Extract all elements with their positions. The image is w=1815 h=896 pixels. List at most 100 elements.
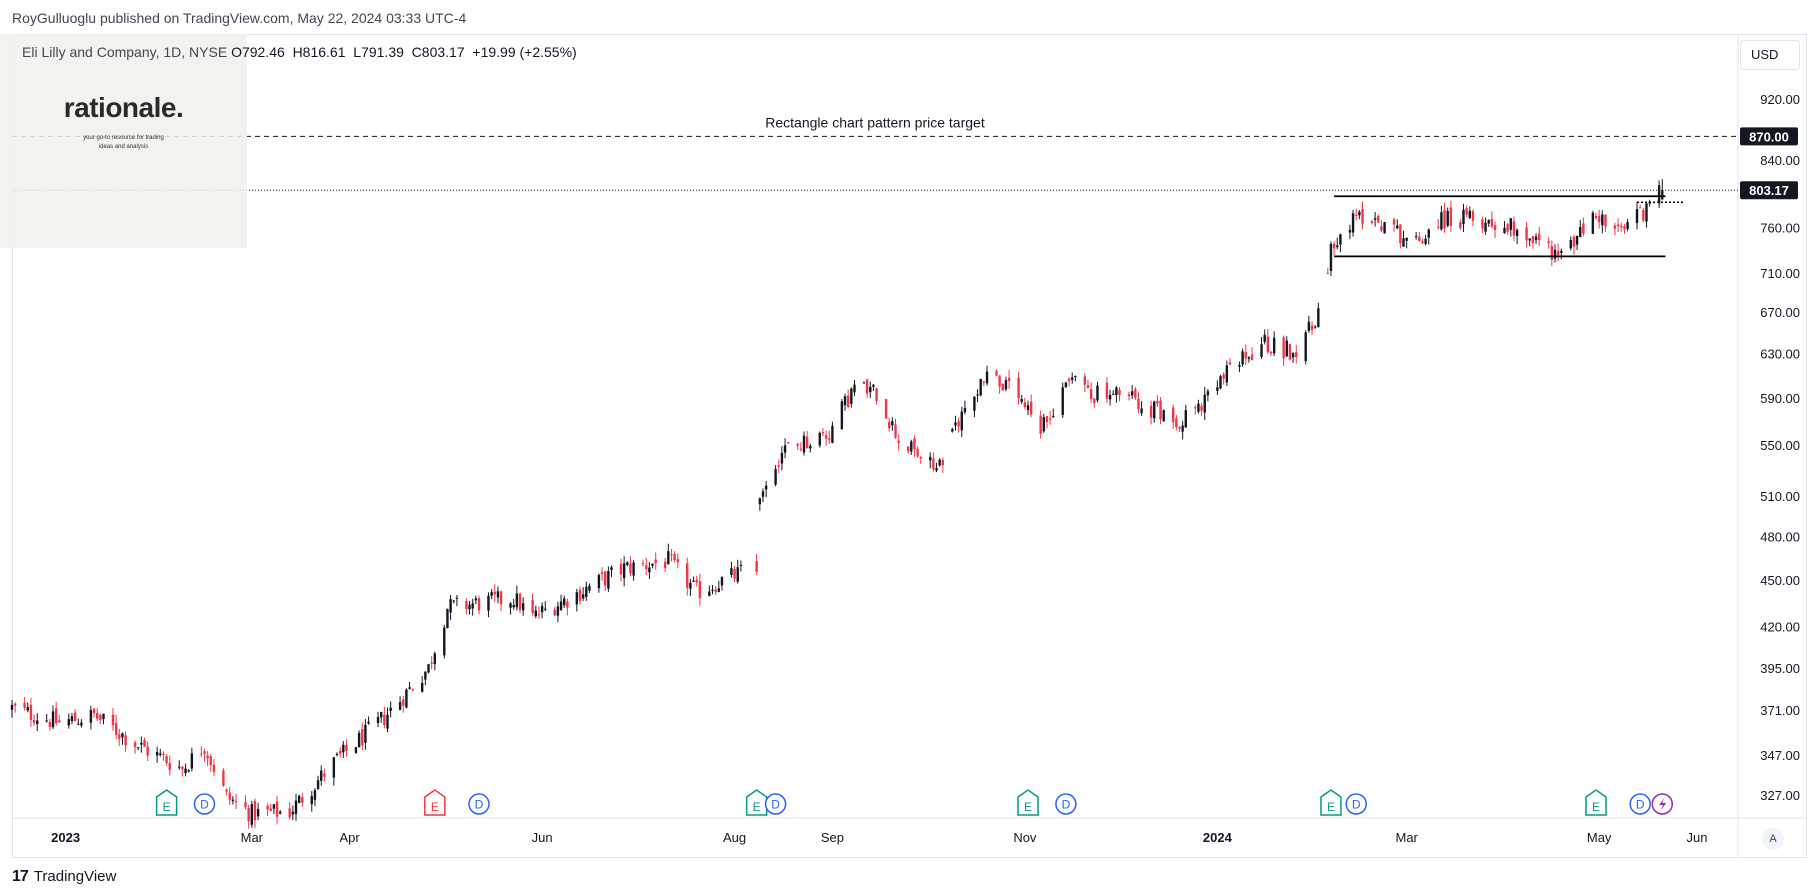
candle-body <box>168 762 171 770</box>
candle-body <box>1171 407 1175 422</box>
candle-body <box>588 585 591 591</box>
candle-body <box>301 797 304 803</box>
candle-body <box>1244 352 1247 359</box>
candle-body <box>566 601 569 608</box>
candle-body <box>1556 251 1560 256</box>
candle-body <box>929 456 932 461</box>
candle-body <box>427 664 430 673</box>
candle-body <box>1115 387 1118 396</box>
candle-body <box>884 399 888 419</box>
tradingview-footer[interactable]: 17 TradingView <box>12 868 116 886</box>
candle-body <box>1108 394 1112 400</box>
y-tick-label: 550.00 <box>1760 438 1800 453</box>
earnings-icon-label: E <box>1024 800 1032 814</box>
auto-scale-button[interactable]: A <box>1762 828 1784 850</box>
candle-body <box>676 559 679 563</box>
candle-body <box>1200 405 1203 411</box>
symbol-name: Eli Lilly and Company, 1D, NYSE <box>22 44 228 60</box>
candle-body <box>455 597 459 599</box>
split-icon-bolt <box>1659 798 1667 811</box>
candle-body <box>1443 210 1446 229</box>
candle-body <box>1440 212 1443 230</box>
candle-body <box>1023 402 1027 408</box>
earnings-icon <box>424 789 446 816</box>
candle-body <box>493 591 496 595</box>
y-tick-label: 371.00 <box>1760 703 1800 718</box>
candle-body <box>846 395 850 408</box>
candle-body <box>234 801 238 803</box>
candle-body <box>556 606 560 616</box>
dividend-icon <box>193 793 216 815</box>
candle-body <box>190 753 194 769</box>
candle-body <box>954 422 957 426</box>
candle-body <box>468 604 471 610</box>
candle-body <box>1437 226 1440 228</box>
candle-body <box>1288 344 1292 360</box>
candle-body <box>1424 238 1427 244</box>
candle-body <box>26 707 29 711</box>
candle-body <box>509 603 512 608</box>
candle-body <box>1184 410 1188 428</box>
candle-body <box>114 722 118 735</box>
candle-body <box>487 595 490 611</box>
dividend-icon <box>468 793 490 815</box>
candle-body <box>1512 221 1516 236</box>
candle-body <box>1313 326 1317 328</box>
candle-body <box>714 589 717 593</box>
candle-body <box>824 435 828 439</box>
candle-body <box>597 574 601 589</box>
candle-body <box>1332 243 1336 249</box>
candle-body <box>840 401 844 430</box>
candle-body <box>777 465 780 467</box>
candle-body <box>70 716 74 722</box>
candle-body <box>626 562 629 566</box>
candle-body <box>1241 351 1244 365</box>
y-tick-label: 450.00 <box>1760 573 1800 588</box>
candle-body <box>629 563 632 574</box>
candle-body <box>730 568 733 575</box>
x-tick-label: May <box>1587 830 1612 845</box>
candle-body <box>518 593 522 611</box>
candle-body <box>1228 362 1232 365</box>
candle-body <box>1017 377 1020 399</box>
candle-body <box>670 554 673 556</box>
candle-body <box>367 721 370 724</box>
currency-button[interactable]: USD <box>1740 40 1800 70</box>
candle-body <box>335 754 339 756</box>
y-tick-label: 590.00 <box>1760 391 1800 406</box>
x-tick-label: Jun <box>532 830 553 845</box>
earnings-icon <box>1585 789 1607 816</box>
candle-body <box>253 801 257 821</box>
candle-body <box>73 712 77 722</box>
candle-body <box>1597 216 1601 223</box>
candle-body <box>1219 376 1222 389</box>
candle-body <box>474 598 478 601</box>
candle-body <box>872 384 875 387</box>
candle-body <box>1613 225 1617 229</box>
dividend-icon-label: D <box>1062 798 1071 812</box>
candle-body <box>383 714 386 726</box>
candle-body <box>1528 238 1531 241</box>
x-tick-label: Jun <box>1686 830 1707 845</box>
candle-body <box>1071 377 1074 380</box>
candle-body <box>118 734 121 739</box>
candle-body <box>121 733 124 738</box>
ohlc-high: H816.61 <box>292 44 346 60</box>
candle-body <box>1645 203 1648 222</box>
x-tick-label: Nov <box>1013 830 1037 845</box>
candle-body <box>913 438 916 450</box>
y-tick-label: 710.00 <box>1760 266 1800 281</box>
candle-body <box>897 440 900 443</box>
candle-body <box>957 421 960 427</box>
candle-body <box>36 720 39 724</box>
candle-body <box>581 594 585 599</box>
candle-body <box>976 394 979 396</box>
y-tick-label: 920.00 <box>1760 92 1800 107</box>
candle-body <box>1604 214 1607 227</box>
candle-body <box>1326 272 1329 274</box>
dividend-icon-label: D <box>1352 798 1361 812</box>
candle-body <box>963 408 967 413</box>
candle-body <box>499 591 503 605</box>
candle-body <box>231 799 235 802</box>
